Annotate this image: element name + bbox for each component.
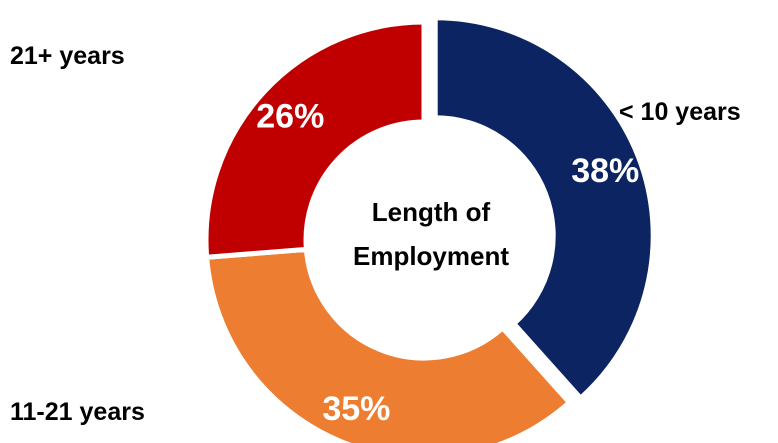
- slice-value-label-0: 38%: [571, 152, 639, 190]
- center-label-line-2: Employment: [352, 241, 510, 271]
- center-label-line-1: Length of: [371, 197, 491, 227]
- slice-value-label-1: 35%: [322, 390, 390, 428]
- category-label-11-21-years: 11-21 years: [10, 398, 145, 426]
- donut-slice-1: [203, 246, 573, 443]
- donut-center-label: Length of Employment: [311, 190, 551, 278]
- slice-value-label-2: 26%: [256, 98, 324, 136]
- donut-slice-2: [203, 19, 427, 260]
- category-label-under-10-years: < 10 years: [619, 98, 741, 126]
- donut-slice-0: [432, 15, 656, 402]
- category-label-21-plus-years: 21+ years: [10, 42, 125, 70]
